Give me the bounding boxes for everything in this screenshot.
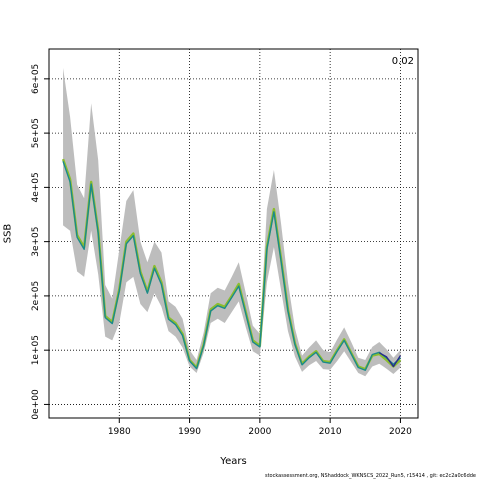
x-tick-label: 2000 xyxy=(248,427,271,437)
corner-annotation: 0.02 xyxy=(392,56,414,67)
footer-credit: stockassessment.org, NShaddock_WKNSCS_20… xyxy=(264,473,476,479)
series-layer xyxy=(61,158,402,371)
y-tick-label: 3e+05 xyxy=(31,227,41,257)
series-line-3 xyxy=(379,352,402,368)
series-line-2 xyxy=(62,161,401,371)
x-tick-label: 2020 xyxy=(389,427,412,437)
plot-frame xyxy=(48,48,419,419)
y-tick-label: 1e+05 xyxy=(31,335,41,365)
x-tick-label: 1990 xyxy=(178,427,201,437)
x-tick-label: 2010 xyxy=(319,427,342,437)
confidence-band xyxy=(63,67,401,377)
x-axis-title: Years xyxy=(219,456,246,467)
confidence-band-layer xyxy=(63,67,401,377)
y-tick-label: 4e+05 xyxy=(31,172,41,202)
x-tick-label: 1980 xyxy=(108,427,131,437)
y-axis-title: SSB xyxy=(3,224,14,244)
y-tick-label: 5e+05 xyxy=(31,118,41,148)
y-axis: 0e+00 1e+05 2e+05 3e+05 4e+05 5e+05 6e+05 xyxy=(31,64,49,420)
x-axis: 1980 1990 2000 2010 2020 xyxy=(108,418,412,437)
y-tick-label: 6e+05 xyxy=(31,64,41,94)
y-tick-label: 0e+00 xyxy=(31,389,41,420)
y-tick-label: 2e+05 xyxy=(31,281,41,311)
series-line-1 xyxy=(61,158,402,371)
